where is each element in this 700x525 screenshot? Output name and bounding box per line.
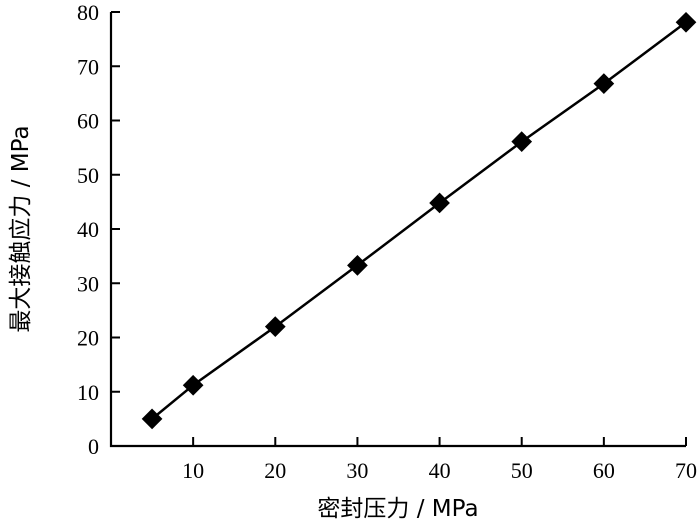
y-axis-title: 最大接触应力 / MPa: [8, 125, 34, 332]
y-axis-ticks: 0 10 20 30 40 50 60 70 80: [77, 0, 120, 459]
x-tick-label: 20: [264, 458, 286, 483]
x-axis-ticks: 10 20 30 40 50 60 70: [182, 437, 697, 483]
x-tick-label: 50: [511, 458, 533, 483]
x-tick-label: 30: [346, 458, 368, 483]
y-tick-label: 10: [77, 380, 99, 405]
data-point-marker: [675, 11, 697, 33]
series-group: [141, 11, 697, 430]
x-tick-label: 60: [593, 458, 615, 483]
data-point-marker: [593, 73, 615, 94]
x-axis-title: 密封压力 / MPa: [317, 496, 478, 522]
y-tick-label: 50: [77, 163, 99, 188]
y-tick-label: 70: [77, 54, 99, 79]
data-point-marker: [511, 131, 533, 153]
series-line: [151, 21, 687, 420]
data-point-marker: [141, 408, 163, 430]
data-point-marker: [264, 316, 286, 337]
y-tick-label: 20: [77, 326, 99, 351]
y-tick-label: 60: [77, 109, 99, 134]
data-point-marker: [182, 374, 204, 396]
data-point-marker: [429, 192, 450, 214]
y-tick-label: 30: [77, 271, 99, 296]
y-tick-label: 0: [88, 434, 99, 459]
x-tick-label: 70: [675, 458, 697, 483]
y-tick-label: 80: [77, 0, 99, 25]
y-tick-label: 40: [77, 217, 99, 242]
data-point-marker: [347, 254, 368, 276]
x-tick-label: 10: [182, 458, 204, 483]
x-tick-label: 40: [429, 458, 451, 483]
